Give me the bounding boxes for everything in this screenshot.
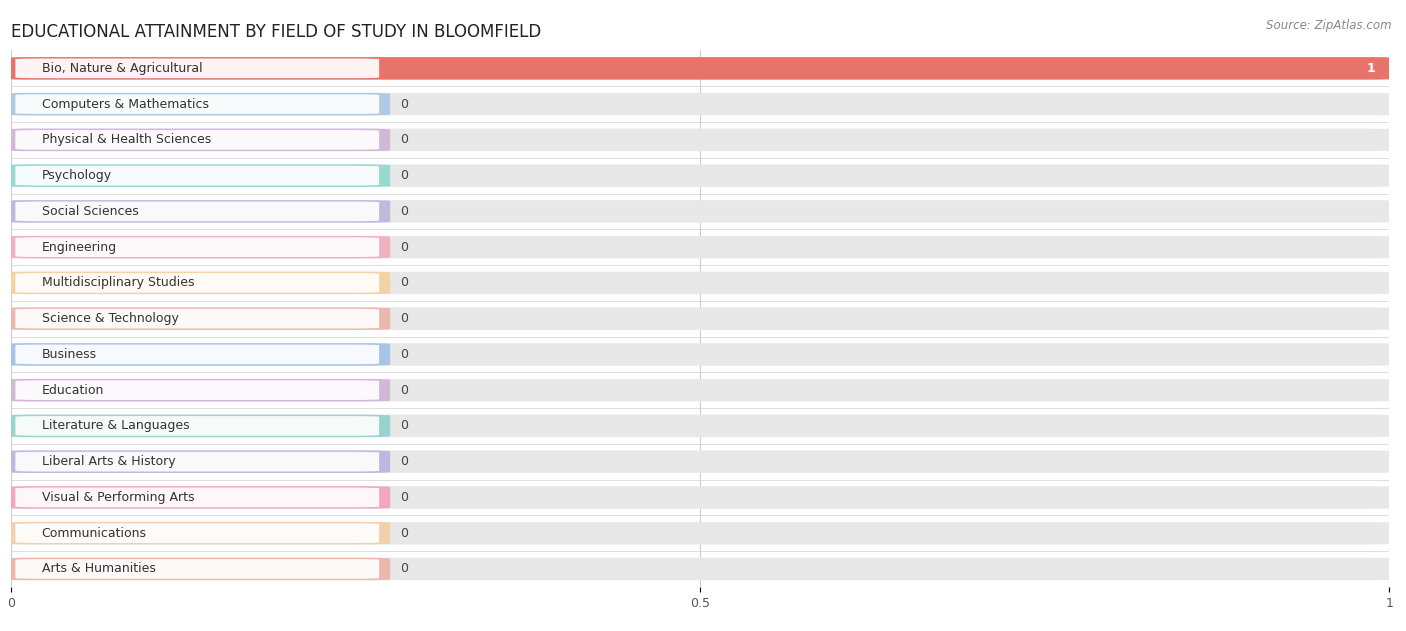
FancyBboxPatch shape	[4, 415, 1396, 437]
FancyBboxPatch shape	[4, 451, 1396, 473]
FancyBboxPatch shape	[4, 307, 1396, 330]
Text: Liberal Arts & History: Liberal Arts & History	[42, 455, 176, 468]
FancyBboxPatch shape	[4, 522, 1396, 545]
FancyBboxPatch shape	[4, 307, 389, 330]
Text: Education: Education	[42, 384, 104, 397]
FancyBboxPatch shape	[4, 200, 389, 223]
Text: Science & Technology: Science & Technology	[42, 312, 179, 325]
Text: 0: 0	[399, 169, 408, 182]
FancyBboxPatch shape	[4, 129, 389, 151]
Text: 0: 0	[399, 312, 408, 325]
FancyBboxPatch shape	[4, 486, 389, 509]
FancyBboxPatch shape	[15, 273, 380, 293]
FancyBboxPatch shape	[15, 416, 380, 436]
FancyBboxPatch shape	[4, 271, 389, 294]
FancyBboxPatch shape	[15, 345, 380, 364]
FancyBboxPatch shape	[4, 236, 389, 259]
FancyBboxPatch shape	[4, 558, 1396, 581]
FancyBboxPatch shape	[15, 309, 380, 329]
Text: 0: 0	[399, 384, 408, 397]
FancyBboxPatch shape	[15, 452, 380, 471]
FancyBboxPatch shape	[15, 237, 380, 257]
FancyBboxPatch shape	[4, 451, 389, 473]
FancyBboxPatch shape	[4, 522, 389, 545]
FancyBboxPatch shape	[15, 130, 380, 150]
Text: Computers & Mathematics: Computers & Mathematics	[42, 98, 208, 110]
FancyBboxPatch shape	[15, 166, 380, 186]
Text: Business: Business	[42, 348, 97, 361]
FancyBboxPatch shape	[4, 486, 1396, 509]
FancyBboxPatch shape	[4, 93, 1396, 115]
Text: Arts & Humanities: Arts & Humanities	[42, 562, 156, 575]
FancyBboxPatch shape	[4, 129, 1396, 151]
FancyBboxPatch shape	[4, 415, 389, 437]
FancyBboxPatch shape	[15, 94, 380, 114]
Text: Visual & Performing Arts: Visual & Performing Arts	[42, 491, 194, 504]
Text: 0: 0	[399, 455, 408, 468]
Text: Bio, Nature & Agricultural: Bio, Nature & Agricultural	[42, 62, 202, 75]
FancyBboxPatch shape	[4, 57, 1396, 80]
Text: 0: 0	[399, 562, 408, 575]
Text: 0: 0	[399, 240, 408, 254]
Text: 0: 0	[399, 527, 408, 540]
Text: Engineering: Engineering	[42, 240, 117, 254]
Text: 0: 0	[399, 491, 408, 504]
FancyBboxPatch shape	[15, 59, 380, 78]
FancyBboxPatch shape	[15, 488, 380, 507]
Text: 0: 0	[399, 348, 408, 361]
FancyBboxPatch shape	[4, 164, 389, 187]
FancyBboxPatch shape	[4, 343, 389, 366]
FancyBboxPatch shape	[4, 379, 389, 401]
Text: 1: 1	[1367, 62, 1375, 75]
Text: Psychology: Psychology	[42, 169, 111, 182]
FancyBboxPatch shape	[4, 164, 1396, 187]
FancyBboxPatch shape	[4, 271, 1396, 294]
Text: Physical & Health Sciences: Physical & Health Sciences	[42, 133, 211, 146]
FancyBboxPatch shape	[4, 57, 1396, 80]
FancyBboxPatch shape	[15, 201, 380, 221]
FancyBboxPatch shape	[4, 236, 1396, 259]
Text: Social Sciences: Social Sciences	[42, 205, 138, 218]
Text: 0: 0	[399, 133, 408, 146]
FancyBboxPatch shape	[4, 379, 1396, 401]
Text: Multidisciplinary Studies: Multidisciplinary Studies	[42, 276, 194, 290]
FancyBboxPatch shape	[15, 523, 380, 543]
Text: Source: ZipAtlas.com: Source: ZipAtlas.com	[1267, 19, 1392, 32]
Text: 0: 0	[399, 276, 408, 290]
FancyBboxPatch shape	[15, 380, 380, 400]
Text: Communications: Communications	[42, 527, 146, 540]
Text: 0: 0	[399, 420, 408, 432]
FancyBboxPatch shape	[4, 93, 389, 115]
Text: EDUCATIONAL ATTAINMENT BY FIELD OF STUDY IN BLOOMFIELD: EDUCATIONAL ATTAINMENT BY FIELD OF STUDY…	[11, 23, 541, 40]
Text: 0: 0	[399, 98, 408, 110]
FancyBboxPatch shape	[4, 343, 1396, 366]
Text: Literature & Languages: Literature & Languages	[42, 420, 190, 432]
FancyBboxPatch shape	[4, 200, 1396, 223]
FancyBboxPatch shape	[4, 558, 389, 581]
Text: 0: 0	[399, 205, 408, 218]
FancyBboxPatch shape	[15, 559, 380, 579]
